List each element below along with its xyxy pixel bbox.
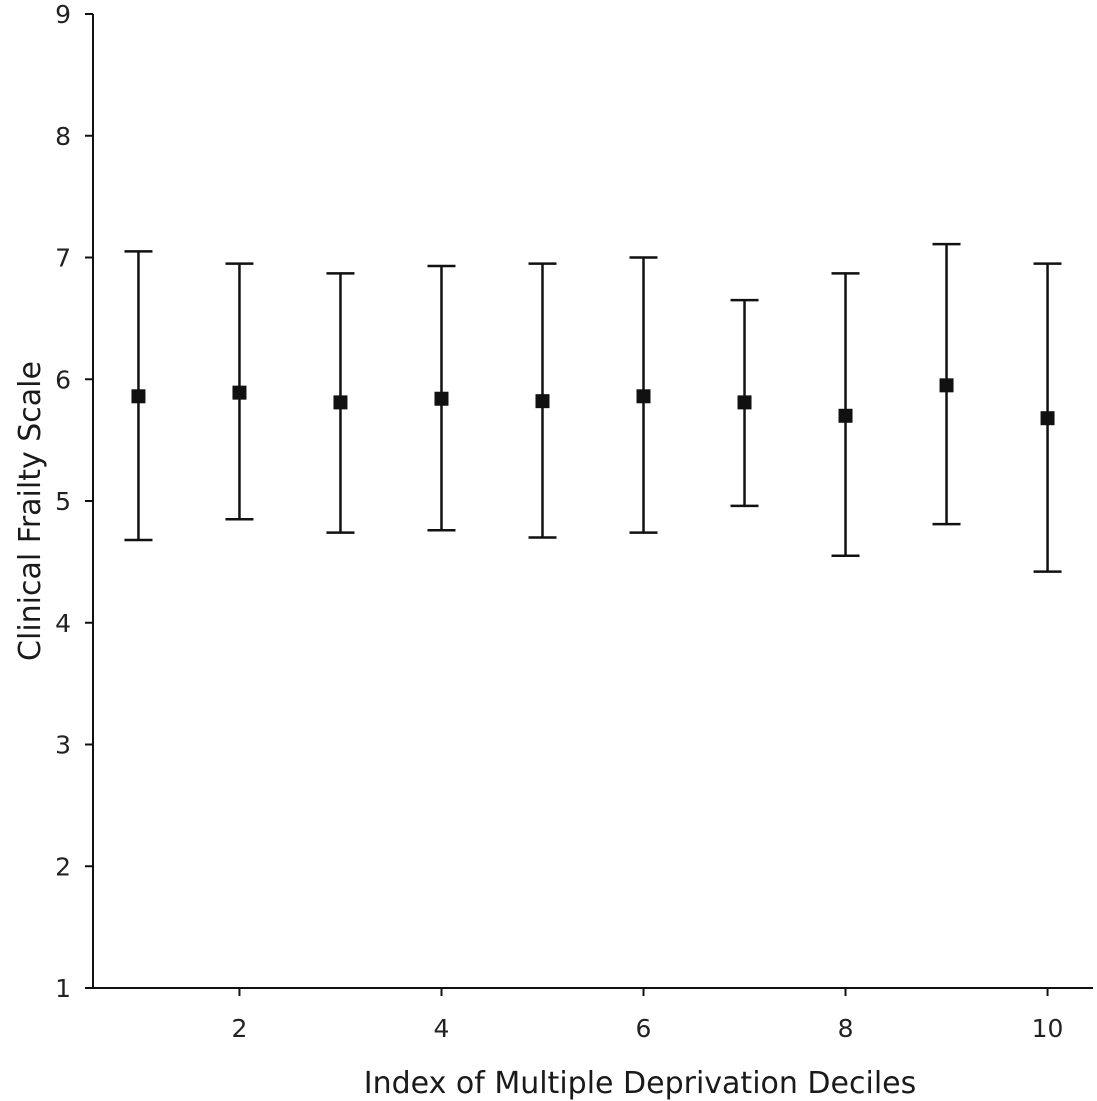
- y-tick-label: 1: [55, 974, 71, 1003]
- data-point-marker: [636, 389, 651, 404]
- markers: [131, 378, 1055, 426]
- x-tick-label: 6: [636, 1014, 652, 1043]
- y-tick-label: 2: [55, 852, 71, 881]
- data-point-marker: [1040, 411, 1055, 426]
- y-tick-label: 3: [55, 731, 71, 760]
- data-point-marker: [434, 391, 449, 406]
- data-point-marker: [333, 395, 348, 410]
- y-axis-label: Clinical Frailty Scale: [13, 361, 48, 661]
- x-tick-label: 8: [838, 1014, 854, 1043]
- y-tick-label: 9: [55, 0, 71, 29]
- axes: [92, 14, 1093, 989]
- y-tick-label: 7: [55, 244, 71, 273]
- data-point-marker: [232, 385, 247, 400]
- error-bars: [124, 242, 1062, 573]
- x-ticks: 2 4 6 8 10: [232, 988, 1064, 1043]
- x-tick-label: 2: [232, 1014, 248, 1043]
- data-point-marker: [535, 394, 550, 409]
- x-tick-label: 10: [1032, 1014, 1064, 1043]
- data-point-marker: [131, 389, 146, 404]
- x-tick-label: 4: [434, 1014, 450, 1043]
- data-point-marker: [939, 378, 954, 393]
- x-axis-label: Index of Multiple Deprivation Deciles: [364, 1066, 917, 1101]
- data-point-marker: [838, 408, 853, 423]
- y-tick-label: 4: [55, 609, 71, 638]
- data-point-marker: [737, 395, 752, 410]
- y-tick-label: 8: [55, 122, 71, 151]
- y-ticks: 1 2 3 4 5 6 7 8 9: [55, 0, 93, 1003]
- y-tick-label: 6: [55, 365, 71, 394]
- y-tick-label: 5: [55, 487, 71, 516]
